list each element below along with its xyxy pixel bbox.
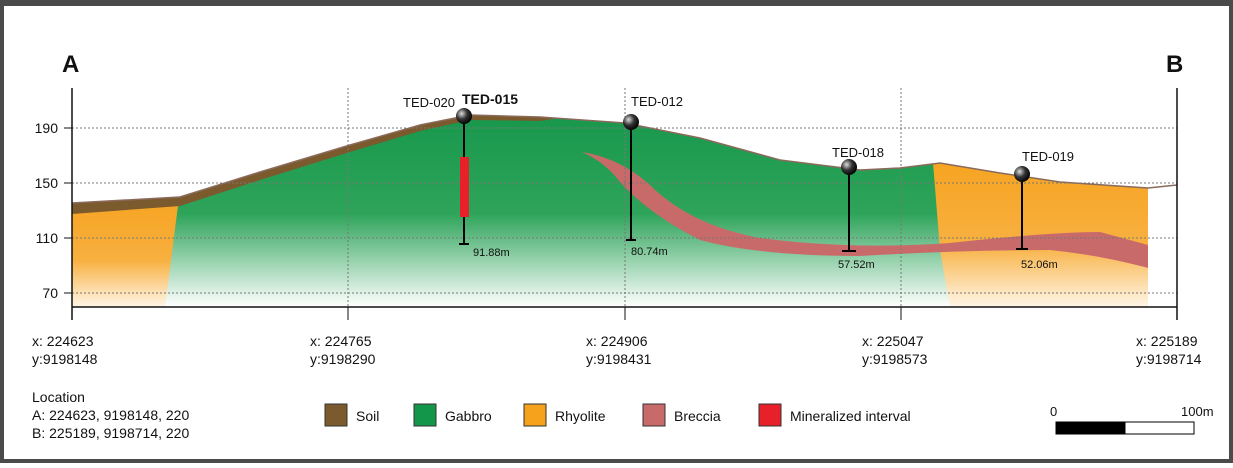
collar [456, 108, 472, 124]
location-title: Location [32, 389, 85, 405]
y-coordinate: y:9198148 [32, 351, 98, 367]
legend-label: Soil [356, 408, 379, 424]
collar [1014, 166, 1030, 182]
legend-label: Rhyolite [555, 408, 606, 424]
legend-label: Mineralized interval [790, 408, 911, 424]
location: Location A: 224623, 9198148, 220 B: 2251… [32, 389, 189, 441]
breccia [582, 152, 1148, 268]
elevation-label: 150 [35, 175, 59, 191]
scale-bar: 0 100m [1050, 404, 1214, 435]
x-coordinate: x: 225189 [1136, 333, 1198, 349]
drill-holes: TED-020 TED-015 91.88m TED-012 80.74m TE… [403, 91, 1074, 271]
legend: Soil Gabbro Rhyolite Breccia Mineralized… [324, 403, 911, 427]
collar [623, 114, 639, 130]
hole-label: TED-015 [462, 91, 518, 107]
y-coordinate: y:9198290 [310, 351, 376, 367]
legend-swatch [642, 403, 666, 427]
hole-label: TED-020 [403, 95, 455, 110]
rhyolite-right [932, 150, 1148, 307]
y-coordinate: y:9198714 [1136, 351, 1202, 367]
depth-label: 91.88m [473, 247, 510, 259]
elevation-label: 70 [42, 285, 58, 301]
soil [72, 115, 560, 214]
rhyolite-left [72, 190, 180, 307]
legend-swatch [523, 403, 547, 427]
legend-swatch [324, 403, 348, 427]
x-labels: x: 224623 y:9198148 x: 224765 y:9198290 … [32, 333, 1202, 367]
depth-label: 57.52m [838, 259, 875, 271]
elevation-label: 190 [35, 120, 59, 136]
collar [841, 159, 857, 175]
x-coordinate: x: 224623 [32, 333, 94, 349]
legend-swatch [413, 403, 437, 427]
hole-label: TED-019 [1022, 149, 1074, 164]
x-coordinate: x: 225047 [862, 333, 924, 349]
y-coordinate: y:9198431 [586, 351, 652, 367]
location-a: A: 224623, 9198148, 220 [32, 407, 189, 423]
scale-segment [1055, 421, 1126, 435]
legend-label: Gabbro [445, 408, 492, 424]
end-label: A [62, 51, 79, 78]
x-coordinate: x: 224906 [586, 333, 648, 349]
elevation-label: 110 [36, 230, 59, 246]
frame-top [0, 0, 1233, 6]
legend-label: Breccia [674, 408, 721, 424]
depth-label: 80.74m [631, 246, 668, 258]
scale-segment [1124, 421, 1195, 435]
scale-label: 0 [1050, 404, 1057, 419]
hole-label: TED-018 [832, 145, 884, 160]
legend-swatch [758, 403, 782, 427]
hole-label: TED-012 [631, 94, 683, 109]
y-coordinate: y:9198573 [862, 351, 928, 367]
end-label: B [1166, 51, 1183, 78]
x-coordinate: x: 224765 [310, 333, 372, 349]
mineralized-interval [460, 157, 469, 217]
location-b: B: 225189, 9198714, 220 [32, 425, 189, 441]
scale-label: 100m [1181, 404, 1214, 419]
depth-label: 52.06m [1021, 259, 1058, 271]
